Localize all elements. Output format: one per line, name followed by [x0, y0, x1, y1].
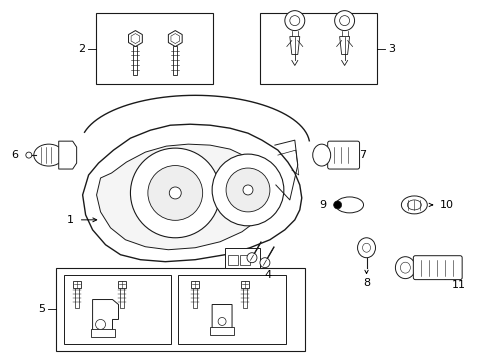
Text: 6: 6 [11, 150, 19, 160]
Text: 2: 2 [78, 44, 85, 54]
Bar [173, 45, 177, 75]
Ellipse shape [34, 144, 63, 166]
Polygon shape [212, 305, 232, 332]
Polygon shape [59, 141, 77, 169]
Circle shape [243, 185, 252, 195]
Circle shape [334, 11, 354, 31]
Circle shape [246, 253, 256, 263]
Bar [224, 248, 260, 268]
Bar [95, 13, 213, 84]
Bar [260, 13, 377, 84]
Circle shape [333, 201, 341, 209]
Bar [56, 268, 304, 351]
Text: 1: 1 [67, 215, 74, 225]
Text: 10: 10 [439, 200, 453, 210]
FancyBboxPatch shape [327, 141, 359, 169]
Text: 5: 5 [38, 305, 45, 315]
Bar [73, 280, 81, 288]
Text: 4: 4 [264, 270, 271, 280]
Circle shape [285, 11, 304, 31]
Ellipse shape [147, 166, 202, 220]
Polygon shape [96, 144, 270, 250]
Bar [241, 280, 248, 288]
Bar [90, 329, 115, 337]
Bar [193, 288, 197, 307]
Polygon shape [82, 124, 301, 262]
Text: 11: 11 [451, 280, 465, 289]
Ellipse shape [395, 257, 414, 279]
Bar [118, 280, 126, 288]
Circle shape [95, 319, 105, 329]
Bar [240, 255, 249, 265]
Circle shape [260, 258, 269, 268]
Ellipse shape [225, 168, 269, 212]
Polygon shape [289, 37, 299, 54]
Polygon shape [339, 37, 349, 54]
Ellipse shape [312, 144, 330, 166]
Polygon shape [128, 31, 142, 46]
Bar [243, 288, 246, 307]
Bar [63, 275, 171, 345]
Text: 8: 8 [362, 278, 369, 288]
Text: 9: 9 [319, 200, 326, 210]
Ellipse shape [212, 154, 283, 226]
Bar [178, 275, 285, 345]
Bar [227, 255, 238, 265]
Bar [75, 288, 79, 307]
Ellipse shape [401, 196, 427, 214]
Bar [120, 288, 124, 307]
Ellipse shape [335, 197, 363, 213]
Bar [133, 45, 137, 75]
Ellipse shape [357, 238, 375, 258]
Text: 7: 7 [358, 150, 366, 160]
Bar [191, 280, 199, 288]
Bar [210, 328, 234, 336]
Text: 3: 3 [387, 44, 394, 54]
Circle shape [218, 318, 225, 325]
Polygon shape [92, 300, 118, 334]
Polygon shape [168, 31, 182, 46]
Circle shape [26, 152, 32, 158]
Circle shape [169, 187, 181, 199]
Ellipse shape [130, 148, 220, 238]
FancyBboxPatch shape [412, 256, 461, 280]
